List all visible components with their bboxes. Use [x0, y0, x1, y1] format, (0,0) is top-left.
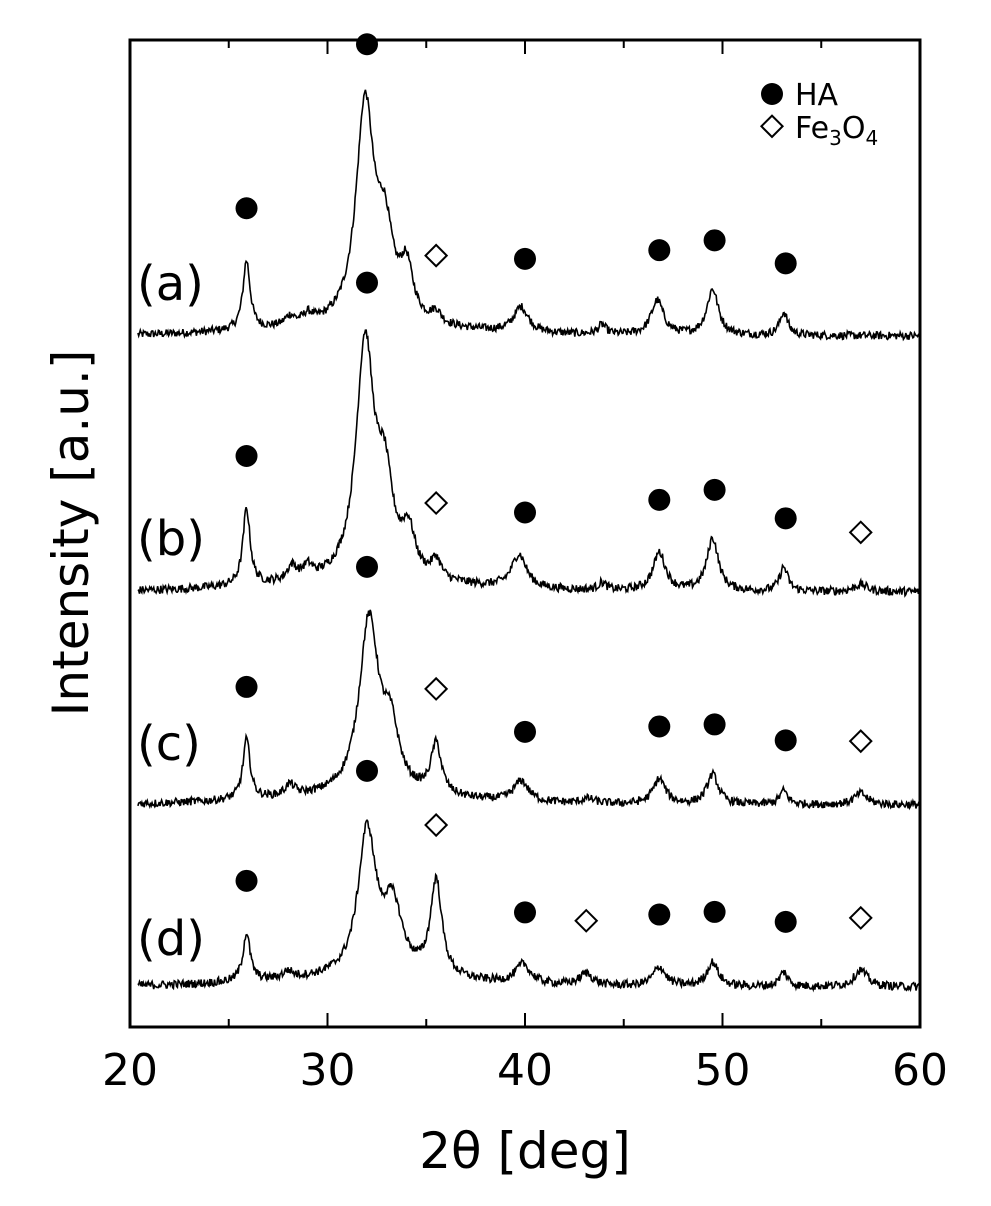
ha-marker	[774, 729, 797, 752]
x-axis-ticks	[129, 40, 921, 1027]
ha-marker	[514, 501, 536, 524]
ha-marker	[356, 33, 378, 56]
legend-ha-marker	[761, 83, 783, 105]
fe3o4-marker	[424, 243, 449, 268]
ha-marker	[703, 900, 726, 923]
x-tick-label-20: 20	[102, 1045, 158, 1096]
x-tick-label-40: 40	[497, 1045, 553, 1096]
fe3o4-marker	[574, 908, 599, 933]
ha-marker	[703, 478, 726, 501]
y-axis-title: Intensity [a.u.]	[42, 350, 100, 717]
x-axis-tick-labels: 20 30 40 50 60	[102, 1045, 948, 1096]
ha-marker	[774, 252, 797, 275]
trace-label-a: (a)	[137, 256, 204, 312]
ha-marker	[774, 910, 797, 933]
ha-marker	[235, 197, 258, 220]
trace-b	[137, 329, 921, 598]
ha-marker	[514, 720, 536, 743]
ha-marker	[648, 715, 671, 738]
ha-marker	[514, 247, 536, 270]
trace-d	[137, 818, 920, 993]
ha-marker	[774, 507, 797, 530]
trace-label-c: (c)	[137, 716, 201, 772]
ha-marker	[235, 444, 258, 467]
peak-marker-layer	[235, 33, 873, 933]
ha-marker	[648, 488, 671, 511]
fe3o4-marker	[848, 729, 873, 754]
ha-marker	[703, 713, 726, 736]
fe3o4-marker	[848, 905, 873, 930]
trace-label-b: (b)	[137, 511, 205, 567]
trace-label-d: (d)	[137, 911, 205, 967]
legend: HA Fe3O4	[759, 78, 878, 150]
ha-marker	[235, 869, 258, 892]
fe3o4-marker	[848, 520, 873, 545]
fe3o4-marker	[424, 676, 449, 701]
ha-marker	[648, 239, 671, 262]
trace-label-layer: (a) (b) (c) (d)	[137, 256, 205, 967]
trace-c	[137, 609, 921, 811]
x-tick-label-30: 30	[300, 1045, 356, 1096]
ha-marker	[514, 901, 536, 924]
legend-fe3o4-o: O	[842, 111, 866, 146]
legend-fe3o4-sub-3: 3	[829, 126, 842, 150]
trace-a	[137, 89, 921, 342]
legend-fe3o4-marker	[759, 114, 785, 139]
ha-marker	[356, 759, 378, 782]
ha-marker	[703, 229, 726, 252]
legend-fe3o4-label: Fe3O4	[795, 111, 878, 150]
legend-ha-label: HA	[795, 78, 839, 113]
ha-marker	[648, 903, 671, 926]
x-tick-label-60: 60	[892, 1045, 948, 1096]
trace-layer	[137, 89, 921, 993]
legend-fe3o4-sub-4: 4	[865, 126, 878, 150]
x-axis-title: 2θ [deg]	[419, 1122, 631, 1180]
fe3o4-marker	[424, 490, 449, 516]
x-tick-label-50: 50	[695, 1045, 751, 1096]
fe3o4-marker	[424, 813, 449, 838]
ha-marker	[235, 675, 258, 698]
ha-marker	[356, 271, 378, 294]
legend-fe3o4-fe: Fe	[795, 111, 829, 146]
ha-marker	[356, 555, 378, 578]
